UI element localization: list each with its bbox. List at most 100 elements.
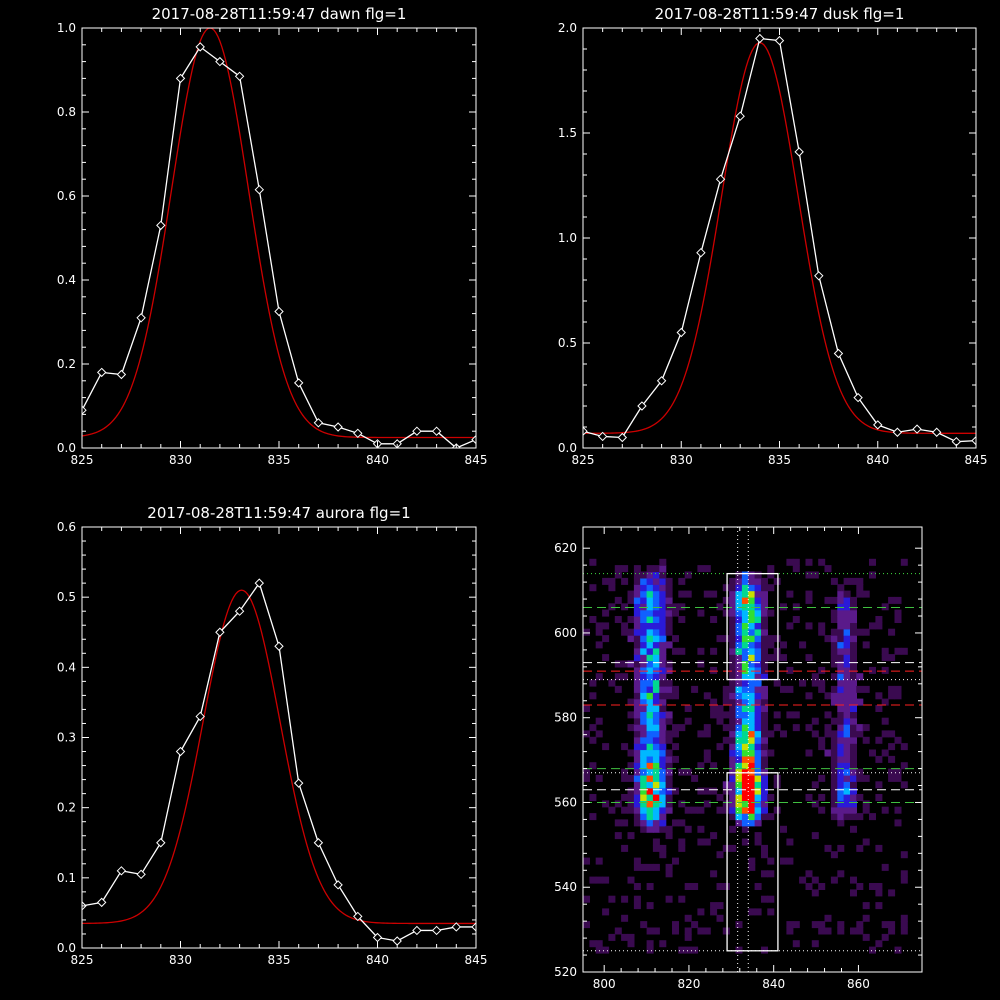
spectral-image-cell [843, 660, 851, 668]
spectral-image-cell [621, 628, 629, 636]
spectral-image-cell [735, 571, 743, 579]
spectral-image-cell [741, 660, 749, 668]
spectral-image-cell [659, 558, 667, 566]
spectral-image-cell [672, 692, 679, 700]
spectral-image-cell [691, 921, 699, 929]
dusk-data-point [715, 174, 726, 184]
spectral-image-cell [850, 616, 857, 623]
spectral-image-cell [869, 571, 876, 579]
spectral-image-cell [646, 787, 654, 795]
spectral-image-cell [652, 749, 660, 757]
spectral-image-cell [595, 622, 603, 630]
spectral-image-cell [646, 768, 654, 776]
spectral-image-cell [754, 755, 762, 763]
spectral-image-cell [703, 787, 711, 795]
spectral-image-cell [640, 825, 648, 833]
spectral-image-cell [710, 762, 718, 770]
spectral-image-cell [837, 800, 845, 808]
spectral-image-cell [665, 730, 673, 738]
spectral-image-cell [710, 666, 718, 674]
spectral-image-cell [792, 603, 800, 611]
spectral-image-cell [843, 654, 851, 662]
spectral-image-cell [761, 698, 768, 706]
spectral-image-cell [646, 577, 654, 585]
spectral-image-cell [824, 914, 832, 922]
spectral-image-cell [640, 755, 648, 763]
spectral-image-cell [856, 584, 864, 592]
spectral-image-cell [633, 660, 641, 668]
dawn-xtick-label: 845 [465, 453, 488, 467]
spectral-image-cell [843, 730, 851, 738]
dusk-xtick-label: 825 [572, 453, 595, 467]
spectral-image-cell [843, 717, 851, 725]
spectral-image-cell [640, 863, 648, 871]
spectral-image-cell [614, 660, 622, 668]
spectral-image-cell [672, 857, 679, 865]
spectral-image-cell [633, 794, 641, 801]
spectral-image-cell [843, 628, 851, 636]
spectral-image-cell [837, 609, 845, 617]
spectral-image-cell [703, 692, 711, 700]
spectral-image-cell [678, 724, 686, 732]
spectral-image-cell [716, 705, 724, 712]
spectral-image-cell [850, 647, 857, 655]
spectral-image-cell [640, 787, 648, 795]
spectral-image-cell [735, 806, 743, 814]
spectral-image-cell [862, 590, 870, 598]
spectral-image-cell [729, 666, 737, 674]
dusk-data-point [676, 327, 686, 338]
spectral-image-cell [811, 781, 819, 789]
spectral-image-cell [748, 736, 756, 744]
spectral-image-cell [805, 692, 813, 700]
spectral-image-cell [748, 596, 756, 604]
aurora-data-point [96, 897, 107, 908]
spectral-image-cell [741, 736, 749, 744]
spectral-image-cell [678, 603, 686, 611]
spectral-image-cell [729, 724, 737, 732]
spectral-image-cell [811, 679, 819, 687]
spectral-image-cell [735, 781, 743, 789]
spectral-image-cell [589, 876, 597, 884]
spectral-image-cell [627, 616, 635, 623]
spectral-image-cell [805, 571, 813, 579]
aurora-data-point [353, 911, 363, 922]
spectral-image-cell [862, 628, 870, 636]
spectral-image-cell [761, 577, 768, 585]
spectral-image-cell [652, 825, 660, 833]
spectral-image-cell [761, 641, 768, 649]
dawn-xtick-label: 840 [366, 453, 389, 467]
spectral-image-cell [869, 666, 876, 674]
spectral-image-cell [665, 590, 673, 598]
spectral-image-cell [850, 717, 857, 725]
spectral-image-cell [659, 755, 667, 763]
spectral-image-cell [818, 666, 826, 674]
spectral-image-cell [843, 813, 851, 821]
spectral-image-cell [640, 622, 648, 630]
spectral-image-cell [773, 577, 781, 585]
spectral-image-cell [741, 762, 749, 770]
spectral-image-cell [652, 768, 660, 776]
spectral-image-cell [646, 641, 654, 649]
spectral-image-cell [659, 774, 667, 782]
spectral-image-cell [652, 819, 660, 827]
spectral-image-box [726, 572, 779, 681]
dawn-data-point [175, 73, 186, 84]
spectral-image-cell [633, 806, 641, 814]
spectral-image-cell [716, 603, 724, 611]
spectral-image-cell [652, 603, 660, 611]
spectral-image-cell [900, 851, 908, 859]
spectral-image-cell [856, 628, 864, 636]
spectral-image-cell [894, 609, 902, 617]
spectral-image-cell [665, 584, 673, 592]
spectral-image-cell [837, 660, 845, 668]
spectral-image-cell [697, 730, 705, 738]
spectral-image-cell [856, 927, 864, 935]
spectral-image-cell [735, 616, 743, 623]
spectral-image-cell [640, 692, 648, 700]
aurora-ytick-label: 0.6 [57, 520, 76, 534]
spectral-image-cell [659, 590, 667, 598]
spectral-image-cell [722, 883, 730, 890]
dusk-data-point [931, 427, 942, 437]
spectral-image-cell [780, 654, 787, 662]
spectral-image-cell [633, 596, 641, 604]
